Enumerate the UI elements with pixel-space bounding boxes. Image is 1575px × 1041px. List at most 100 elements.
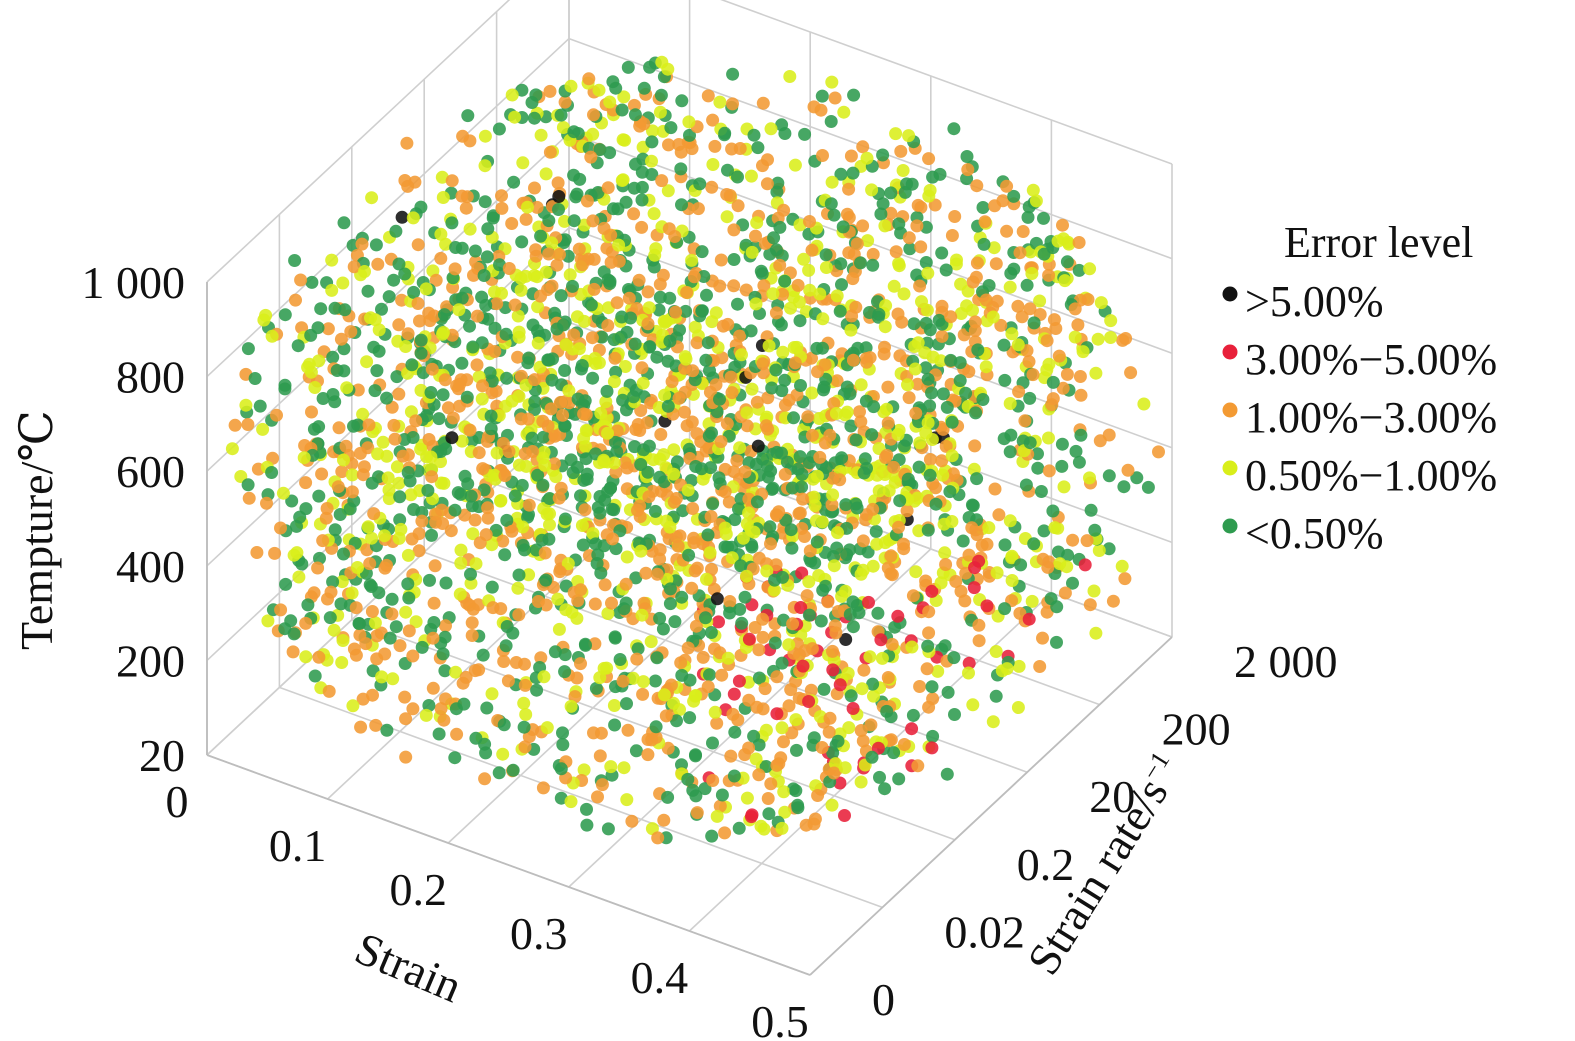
scatter-point <box>426 631 440 645</box>
scatter-point <box>567 214 581 228</box>
scatter-point <box>696 650 710 664</box>
scatter-point <box>286 645 300 659</box>
scatter-point <box>312 354 326 368</box>
scatter-point <box>756 452 770 466</box>
scatter-point <box>866 559 880 573</box>
scatter-point <box>901 472 915 486</box>
scatter-point <box>849 433 863 447</box>
scatter-point <box>501 674 515 688</box>
scatter-point <box>419 708 433 722</box>
scatter-point <box>776 345 790 359</box>
scatter-point <box>406 431 420 444</box>
scatter-point <box>675 198 688 212</box>
scatter-point <box>752 643 766 657</box>
scatter-point <box>414 346 428 360</box>
scatter-point <box>925 433 939 446</box>
scatter-point <box>554 395 568 409</box>
scatter-point <box>897 738 911 751</box>
scatter-point <box>909 565 923 579</box>
scatter-point <box>817 383 830 397</box>
scatter-point <box>706 736 719 750</box>
scatter-point <box>463 423 477 437</box>
scatter-point <box>274 521 287 535</box>
scatter-point <box>601 319 615 332</box>
scatter-point <box>455 291 469 305</box>
scatter-point <box>321 322 335 336</box>
scatter-point <box>1060 367 1074 381</box>
scatter-point <box>718 126 732 140</box>
scatter-point <box>986 715 1000 729</box>
scatter-point <box>732 821 746 835</box>
scatter-point <box>627 207 641 221</box>
scatter-point <box>829 407 843 420</box>
scatter-point <box>434 702 448 716</box>
scatter-point <box>710 716 724 730</box>
scatter-point <box>770 670 784 684</box>
scatter-point <box>761 422 775 436</box>
scatter-point <box>654 428 668 441</box>
scatter-point <box>766 287 780 301</box>
scatter-point <box>414 442 428 456</box>
scatter-point <box>998 602 1012 616</box>
scatter-point <box>740 791 754 805</box>
scatter-point <box>911 198 925 212</box>
legend-label: >5.00% <box>1245 277 1383 326</box>
scatter-point <box>682 548 696 562</box>
scatter-point <box>699 611 712 625</box>
scatter-point <box>632 273 646 287</box>
scatter-point <box>439 692 452 706</box>
scatter-point <box>807 490 821 504</box>
scatter-point <box>943 485 957 499</box>
scatter-point <box>642 439 656 453</box>
scatter-point <box>835 278 848 292</box>
scatter-point <box>1037 247 1051 261</box>
scatter-point <box>570 671 584 685</box>
scatter-point <box>444 524 458 538</box>
scatter-point <box>1074 428 1088 442</box>
scatter-point <box>461 477 475 491</box>
scatter-point <box>315 467 329 481</box>
scatter-point <box>802 263 816 277</box>
scatter-point <box>801 410 815 424</box>
scatter-point <box>834 257 848 271</box>
scatter-point <box>393 490 407 504</box>
scatter-point <box>386 672 400 686</box>
scatter-point <box>556 738 570 752</box>
scatter-point <box>856 140 870 154</box>
scatter-point <box>778 398 792 412</box>
scatter-point <box>860 151 874 165</box>
scatter-point <box>495 189 508 203</box>
scatter-point <box>554 481 568 495</box>
scatter-point <box>655 174 669 188</box>
scatter-point <box>727 769 741 783</box>
scatter-point <box>508 298 522 312</box>
scatter-point <box>757 822 771 836</box>
scatter-point <box>979 293 993 307</box>
scatter-point <box>970 472 984 486</box>
scatter-point <box>573 172 587 186</box>
scatter-point <box>968 315 982 329</box>
scatter-point <box>448 751 462 765</box>
scatter-point <box>548 429 562 443</box>
scatter-point <box>878 320 892 334</box>
scatter-point <box>566 279 579 293</box>
scatter-point <box>1013 246 1027 260</box>
scatter-point <box>1078 558 1092 572</box>
scatter-point <box>653 290 667 304</box>
scatter-point <box>605 596 618 610</box>
scatter-point <box>686 502 700 515</box>
scatter-point <box>782 638 796 652</box>
scatter-point <box>436 388 450 402</box>
scatter-point <box>432 727 446 741</box>
scatter-point <box>1023 302 1037 316</box>
scatter-point <box>734 559 748 573</box>
scatter-point <box>557 318 570 332</box>
scatter-point <box>392 257 406 271</box>
strain-tick-label: 0.1 <box>269 820 327 871</box>
scatter-point <box>492 766 506 780</box>
scatter-point <box>958 594 972 608</box>
scatter-point <box>586 371 600 385</box>
scatter-point <box>371 257 385 271</box>
scatter-point <box>305 405 318 419</box>
scatter-point <box>726 97 739 111</box>
